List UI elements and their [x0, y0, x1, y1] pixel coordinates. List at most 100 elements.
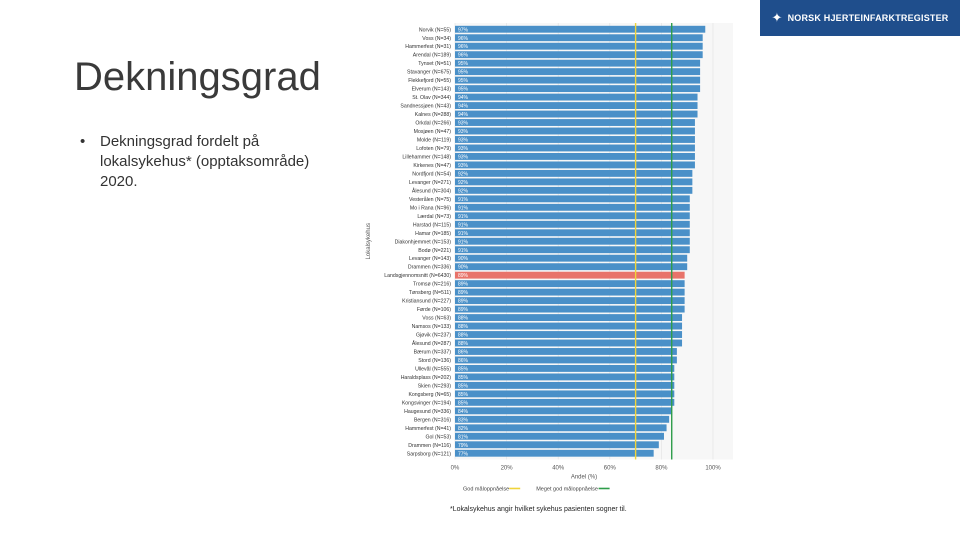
category-label: Voss (N=34) — [422, 36, 451, 42]
bullet-text: Dekningsgrad fordelt på lokalsykehus* (o… — [100, 133, 310, 190]
value-label: 91% — [458, 239, 469, 245]
category-label: Harstad (N=115) — [413, 222, 451, 228]
value-label: 88% — [458, 333, 469, 339]
bar — [455, 178, 693, 186]
bar — [455, 136, 695, 143]
bar-chart-svg: Norvik (N=55) 97% Voss (N=34) 96% Hammerfest… — [366, 23, 733, 492]
category-label: Orkdal (N=266) — [415, 121, 451, 127]
bar — [455, 415, 670, 423]
bar — [455, 432, 664, 440]
category-label: Kirkenes (N=47) — [413, 163, 451, 169]
value-label: 90% — [458, 256, 469, 262]
category-label: Bærum (N=337) — [414, 350, 452, 356]
bar — [455, 229, 690, 237]
value-label: 91% — [458, 231, 469, 237]
category-label: Vesterålen (N=75) — [409, 196, 451, 203]
category-label: Hammerfest (N=31) — [405, 44, 451, 50]
bar — [455, 59, 701, 67]
value-label: 94% — [458, 95, 469, 101]
bar — [455, 271, 685, 279]
bar — [455, 246, 690, 254]
value-label: 93% — [458, 121, 469, 127]
bar — [455, 441, 659, 449]
value-label: 91% — [458, 248, 469, 254]
category-label: Levanger (N=143) — [409, 256, 451, 262]
bar — [455, 237, 690, 245]
bar — [455, 365, 675, 372]
bar — [455, 161, 695, 169]
bar — [455, 314, 683, 321]
category-label: Bodø (N=221) — [418, 248, 451, 254]
category-label: Gjøvik (N=237) — [416, 333, 451, 339]
bar — [455, 348, 677, 355]
value-label: 86% — [458, 358, 469, 364]
value-label: 86% — [458, 350, 469, 356]
bar — [455, 407, 672, 415]
value-label: 93% — [458, 129, 469, 135]
category-label: Haraldsplass (N=202) — [401, 375, 452, 381]
category-label: Drammen (N=116) — [408, 443, 451, 449]
value-label: 93% — [458, 163, 469, 169]
page-title: Dekningsgrad — [74, 55, 321, 99]
value-label: 91% — [458, 197, 469, 203]
value-label: 90% — [458, 265, 469, 271]
value-label: 95% — [458, 61, 469, 67]
bar — [455, 339, 683, 347]
value-label: 89% — [458, 290, 469, 296]
category-label: Lillehammer (N=148) — [402, 154, 451, 160]
category-label: Tromsø (N=216) — [413, 282, 451, 288]
bar — [455, 449, 654, 457]
value-label: 79% — [458, 443, 469, 449]
bar — [455, 373, 675, 381]
y-axis-label: Lokalsykehus — [366, 223, 372, 259]
value-label: 77% — [458, 451, 469, 457]
category-label: Nordfjord (N=54) — [412, 171, 451, 177]
category-label: St. Olav (N=344) — [412, 95, 451, 101]
coverage-chart: Norvik (N=55) 97% Voss (N=34) 96% Hammerfest… — [360, 20, 740, 520]
category-label: Gol (N=53) — [425, 434, 451, 440]
category-label: Tynset (N=51) — [418, 61, 451, 67]
x-tick-label: 80% — [655, 465, 668, 471]
value-label: 88% — [458, 324, 469, 330]
category-label: Førde (N=106) — [417, 307, 451, 313]
bar — [455, 203, 690, 211]
bar — [455, 263, 688, 271]
value-label: 85% — [458, 366, 469, 372]
category-label: Hamar (N=185) — [415, 231, 451, 237]
category-label: Voss (N=63) — [422, 316, 451, 322]
value-label: 85% — [458, 400, 469, 406]
value-label: 96% — [458, 44, 469, 50]
registry-logo: ✦ NORSK HJERTEINFARKTREGISTER — [760, 0, 960, 36]
category-label: Norvik (N=55) — [419, 27, 451, 33]
value-label: 88% — [458, 316, 469, 322]
logo-text: NORSK HJERTEINFARKTREGISTER — [787, 13, 949, 23]
legend-label: Meget god måloppnåelse — [536, 485, 598, 492]
value-label: 93% — [458, 146, 469, 152]
bar — [455, 51, 703, 59]
x-axis-label: Andel (%) — [571, 474, 597, 480]
bar — [455, 127, 695, 135]
bar — [455, 144, 695, 152]
category-label: Skien (N=293) — [418, 383, 452, 389]
value-label: 91% — [458, 222, 469, 228]
category-label: Levanger (N=271) — [409, 180, 451, 186]
value-label: 95% — [458, 70, 469, 76]
bar — [455, 331, 683, 338]
category-label: Kalnes (N=288) — [415, 112, 451, 118]
value-label: 93% — [458, 138, 469, 144]
category-label: Lærdal (N=73) — [417, 214, 451, 220]
category-label: Tønsberg (N=511) — [409, 290, 451, 296]
x-tick-label: 40% — [552, 465, 565, 471]
bar — [455, 390, 675, 398]
bullet-point: • Dekningsgrad fordelt på lokalsykehus* … — [80, 132, 340, 192]
bar — [455, 297, 685, 305]
category-label: Molde (N=119) — [417, 138, 451, 144]
category-label: Mosjøen (N=47) — [414, 129, 452, 135]
value-label: 92% — [458, 180, 469, 186]
bar — [455, 68, 701, 76]
bar — [455, 25, 706, 33]
category-label: Arendal (N=189) — [413, 53, 451, 59]
value-label: 93% — [458, 154, 469, 160]
bar — [455, 220, 690, 228]
value-label: 89% — [458, 299, 469, 305]
